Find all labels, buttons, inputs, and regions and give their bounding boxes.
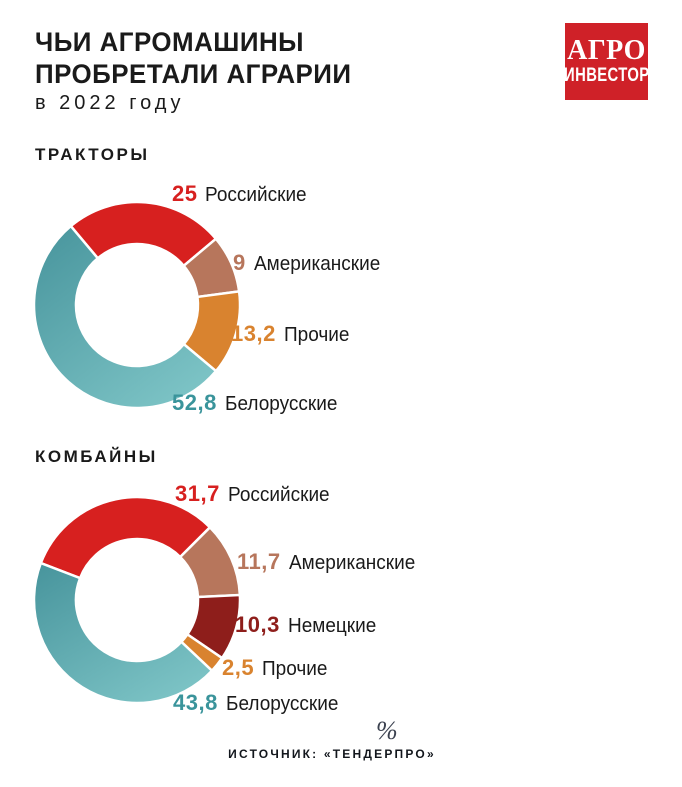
slice-value: 13,2 [231,321,276,346]
slice-label: 43,8 Белорусские [173,690,344,716]
donut-chart-svg-2 [32,495,242,705]
slice-name: Российские [205,184,308,206]
slice-label: 13,2 Прочие [231,321,353,347]
slice-label: 25 Российские [172,181,312,207]
chart-heading-2: КОМБАЙНЫ [35,447,158,466]
logo-line-2: ИНВЕСТОР [563,64,650,86]
slice-label: 10,3 Немецкие [235,612,381,638]
slice-name: Немецкие [287,615,377,637]
slice-label: 52,8 Белорусские [172,390,343,416]
page-title: ЧЬИ АГРОМАШИНЫ ПРОБРЕТАЛИ АГРАРИИ [35,26,352,91]
slice-name: Американские [253,253,381,275]
source-label: ИСТОЧНИК: «ТЕНДЕРПРО» [228,747,436,761]
donut-slice-российские [39,495,212,580]
donut-chart-svg-1 [32,200,242,410]
chart-heading-1: ТРАКТОРЫ [35,145,150,164]
slice-value: 10,3 [235,612,280,637]
unit-label: % [376,716,398,745]
donut-slice-белорусские [32,561,214,705]
slice-value: 25 [172,181,198,206]
slice-value: 11,7 [237,549,281,574]
slice-label: 2,5 Прочие [222,655,331,681]
donut-slice-белорусские [32,224,218,410]
slice-name: Российские [227,484,330,506]
page-title-line2: ПРОБРЕТАЛИ АГРАРИИ [35,59,352,90]
slice-value: 52,8 [172,390,217,415]
slice-label: 11,7 Американские [237,549,422,575]
slice-name: Белорусские [225,693,339,715]
slice-label: 31,7 Российские [175,481,335,507]
slice-value: 31,7 [175,481,220,506]
slice-name: Прочие [283,324,350,346]
slice-value: 9 [233,250,246,275]
slice-value: 43,8 [173,690,218,715]
slice-name: Белорусские [224,393,338,415]
slice-name: Прочие [262,658,328,680]
page-title-line1: ЧЬИ АГРОМАШИНЫ [35,27,305,57]
donut-slice-российские [69,200,218,268]
logo-line-1: АГРО [567,34,646,66]
slice-label: 9 Американские [233,250,387,276]
page-subtitle: в 2022 году [35,92,185,114]
brand-logo: АГРО ИНВЕСТОР [563,23,650,100]
slice-value: 2,5 [222,655,255,680]
slice-name: Американские [288,552,415,574]
